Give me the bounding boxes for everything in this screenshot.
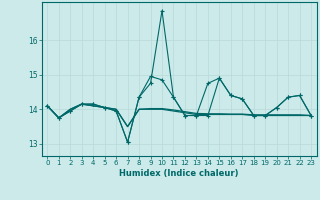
X-axis label: Humidex (Indice chaleur): Humidex (Indice chaleur): [119, 169, 239, 178]
